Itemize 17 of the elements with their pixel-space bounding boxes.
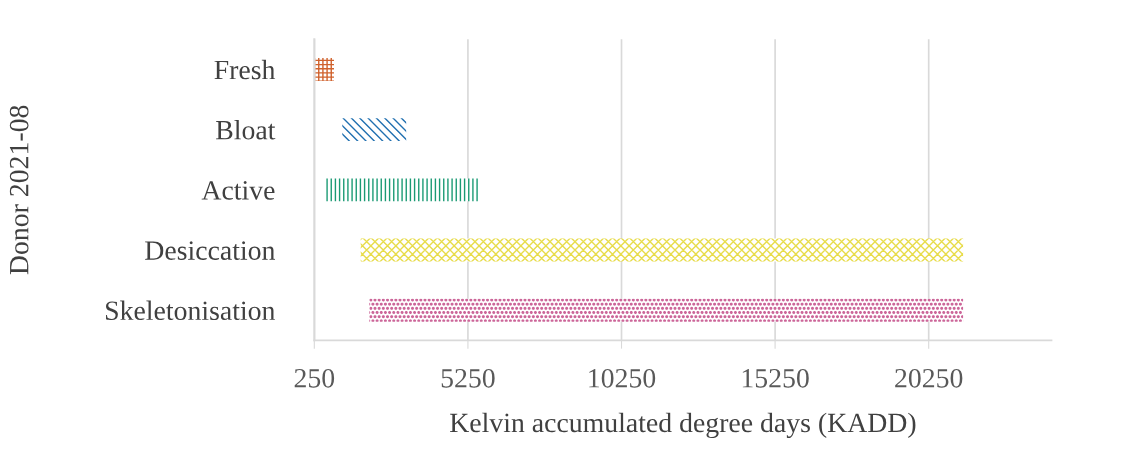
y-tick-label: Bloat: [216, 120, 276, 140]
bar: [369, 298, 964, 322]
y-axis-title: Donor 2021-08: [9, 105, 29, 275]
bar: [342, 118, 407, 142]
x-tick-label: 15250: [742, 368, 809, 388]
x-tick-label: 5250: [441, 368, 495, 388]
x-tick-label: 10250: [589, 368, 656, 388]
bar: [315, 58, 334, 81]
y-tick-label: Active: [201, 181, 275, 200]
bar: [324, 178, 479, 202]
y-tick-label: Desiccation: [145, 241, 276, 260]
y-tick-label: Fresh: [214, 59, 276, 80]
bar: [360, 238, 964, 262]
x-tick-label: 250: [294, 368, 335, 388]
x-axis-title: Kelvin accumulated degree days (KADD): [450, 412, 916, 438]
y-tick-label: Skeletonisation: [106, 300, 276, 321]
x-tick-label: 20250: [895, 368, 963, 388]
